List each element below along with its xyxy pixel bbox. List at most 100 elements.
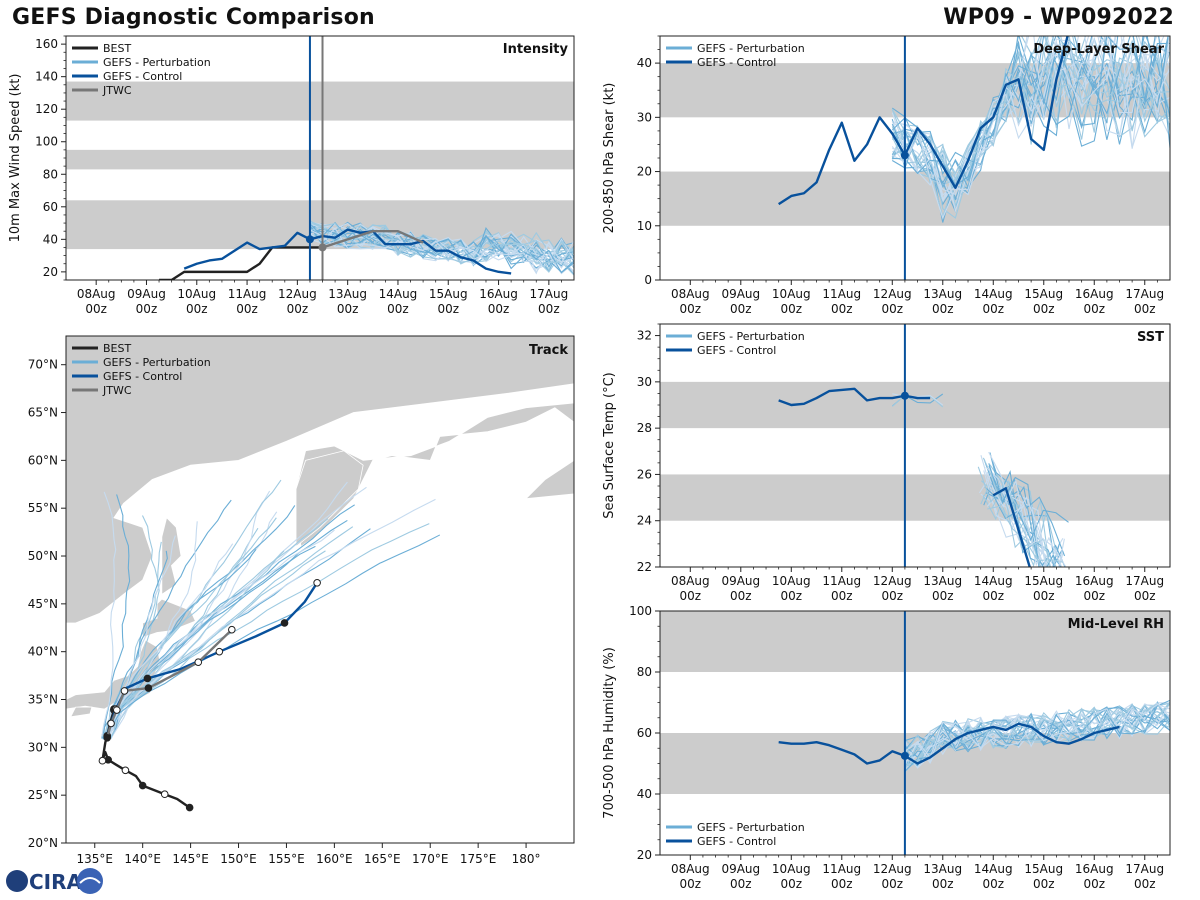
x-tick-label-day: 08Aug	[671, 287, 710, 301]
control-track-point	[280, 619, 289, 627]
x-tick-label-day: 11Aug	[822, 287, 861, 301]
land-aleutian	[524, 459, 574, 500]
y-axis-label: 700-500 hPa Humidity (%)	[602, 647, 617, 819]
x-tick-label-day: 15Aug	[429, 287, 468, 301]
x-tick-label: 140°E	[124, 852, 161, 866]
x-tick-label-day: 15Aug	[1024, 574, 1063, 588]
x-tick-label-hour: 00z	[437, 302, 459, 316]
perturbation-track-line	[109, 529, 335, 736]
perturbation-member-line	[992, 480, 1052, 567]
perturbation-track-line	[103, 499, 232, 738]
y-tick-label: 0	[644, 273, 652, 287]
jtwc-init-point	[318, 243, 327, 252]
perturbation-track-line	[106, 541, 162, 738]
perturbation-member-line	[309, 224, 574, 267]
x-tick-label-day: 14Aug	[974, 862, 1013, 876]
y-tick-label: 10	[637, 219, 652, 233]
perturbation-member-line	[992, 493, 1069, 542]
y-axis-label: Sea Surface Temp (°C)	[602, 372, 617, 519]
best-track-point	[98, 756, 107, 765]
perturbation-member-line	[977, 466, 1041, 567]
panel-rh: 2040608010008Aug00z09Aug00z10Aug00z11Aug…	[602, 604, 1171, 891]
y-tick-label: 55°N	[28, 501, 58, 515]
control-track-line	[106, 582, 319, 738]
control-track-point	[313, 579, 321, 587]
x-tick-label-day: 12Aug	[873, 862, 912, 876]
cira-globe-icon	[6, 870, 28, 892]
perturbation-member-line	[892, 36, 1170, 200]
panel-title: Deep-Layer Shear	[1033, 42, 1164, 57]
y-tick-label: 50°N	[28, 549, 58, 563]
x-tick-label: 175°E	[460, 852, 497, 866]
control-line	[778, 722, 1120, 765]
x-tick-label-day: 17Aug	[1125, 287, 1164, 301]
y-tick-label: 40	[43, 232, 58, 246]
y-tick-label: 30	[637, 375, 652, 389]
control-init-point	[900, 751, 909, 760]
x-tick-label-day: 16Aug	[1075, 287, 1114, 301]
x-tick-label-day: 16Aug	[479, 287, 518, 301]
x-tick-label-day: 10Aug	[772, 287, 811, 301]
x-tick-label-hour: 00z	[730, 302, 752, 316]
perturbation-track-line	[101, 550, 326, 739]
control-line	[778, 36, 1069, 206]
x-tick-label-hour: 00z	[1083, 877, 1105, 891]
perturbation-member-line	[904, 703, 1170, 770]
perturbation-member-line	[309, 229, 574, 275]
perturbation-member-line	[904, 703, 1170, 759]
x-tick-label-hour: 00z	[1083, 589, 1105, 603]
control-line	[183, 228, 512, 275]
x-tick-label-hour: 00z	[932, 877, 954, 891]
x-tick-label-hour: 00z	[932, 302, 954, 316]
x-tick-label-hour: 00z	[136, 302, 158, 316]
y-axis-label: 200-850 hPa Shear (kt)	[602, 83, 617, 234]
x-tick-label: 155°E	[268, 852, 305, 866]
land-siberia	[66, 336, 574, 624]
jtwc-line	[322, 229, 424, 249]
x-tick-label-day: 13Aug	[923, 574, 962, 588]
x-tick-label-hour: 00z	[780, 302, 802, 316]
x-tick-label-hour: 00z	[780, 877, 802, 891]
x-tick-label-hour: 00z	[730, 877, 752, 891]
threshold-band	[660, 474, 1170, 521]
perturbation-track-line	[101, 534, 441, 740]
x-tick-label-day: 17Aug	[1125, 862, 1164, 876]
y-tick-label: 20	[637, 165, 652, 179]
y-tick-label: 26	[637, 467, 652, 481]
x-tick-label-day: 16Aug	[1075, 862, 1114, 876]
x-tick-label-day: 15Aug	[1024, 862, 1063, 876]
x-tick-label-day: 09Aug	[721, 862, 760, 876]
y-tick-label: 20	[43, 265, 58, 279]
partner-logo-wave-icon	[79, 877, 101, 884]
land-shikoku	[70, 706, 93, 718]
x-tick-label-hour: 00z	[982, 302, 1004, 316]
y-tick-label: 160	[35, 37, 58, 51]
x-tick-label-day: 08Aug	[77, 287, 116, 301]
best-track-point	[185, 803, 194, 812]
y-axis-label: 10m Max Wind Speed (kt)	[8, 74, 23, 243]
x-tick-label-day: 15Aug	[1024, 287, 1063, 301]
panel-title: Mid-Level RH	[1068, 617, 1164, 632]
x-tick-label-hour: 00z	[1134, 589, 1156, 603]
legend-label-gefs-control: GEFS - Control	[103, 70, 182, 83]
x-tick-label-day: 08Aug	[671, 574, 710, 588]
x-tick-label-hour: 00z	[831, 302, 853, 316]
x-tick-label-hour: 00z	[680, 302, 702, 316]
y-tick-label: 120	[35, 102, 58, 116]
x-tick-label-hour: 00z	[236, 302, 258, 316]
legend-label-gefs-perturbation: GEFS - Perturbation	[697, 821, 805, 834]
y-tick-label: 22	[637, 560, 652, 574]
x-tick-label-day: 10Aug	[177, 287, 216, 301]
panel-track: 20°N 25°N 30°N 35°N 40°N 45°N 50°N 55°N 60°N 65°N…	[28, 335, 575, 866]
perturbation-track-line	[101, 505, 296, 736]
legend-label-best: BEST	[103, 342, 131, 355]
panel-intensity: 2040608010012014016008Aug00z09Aug00z10Au…	[8, 35, 575, 316]
panel-sst: 22242628303208Aug00z09Aug00z10Aug00z11Au…	[602, 323, 1171, 603]
threshold-band	[660, 381, 1170, 429]
control-init-point	[305, 235, 314, 244]
x-tick-label-hour: 00z	[730, 589, 752, 603]
legend-label-gefs-perturbation: GEFS - Perturbation	[103, 356, 211, 369]
y-tick-label: 40	[637, 56, 652, 70]
y-tick-label: 100	[629, 604, 652, 618]
